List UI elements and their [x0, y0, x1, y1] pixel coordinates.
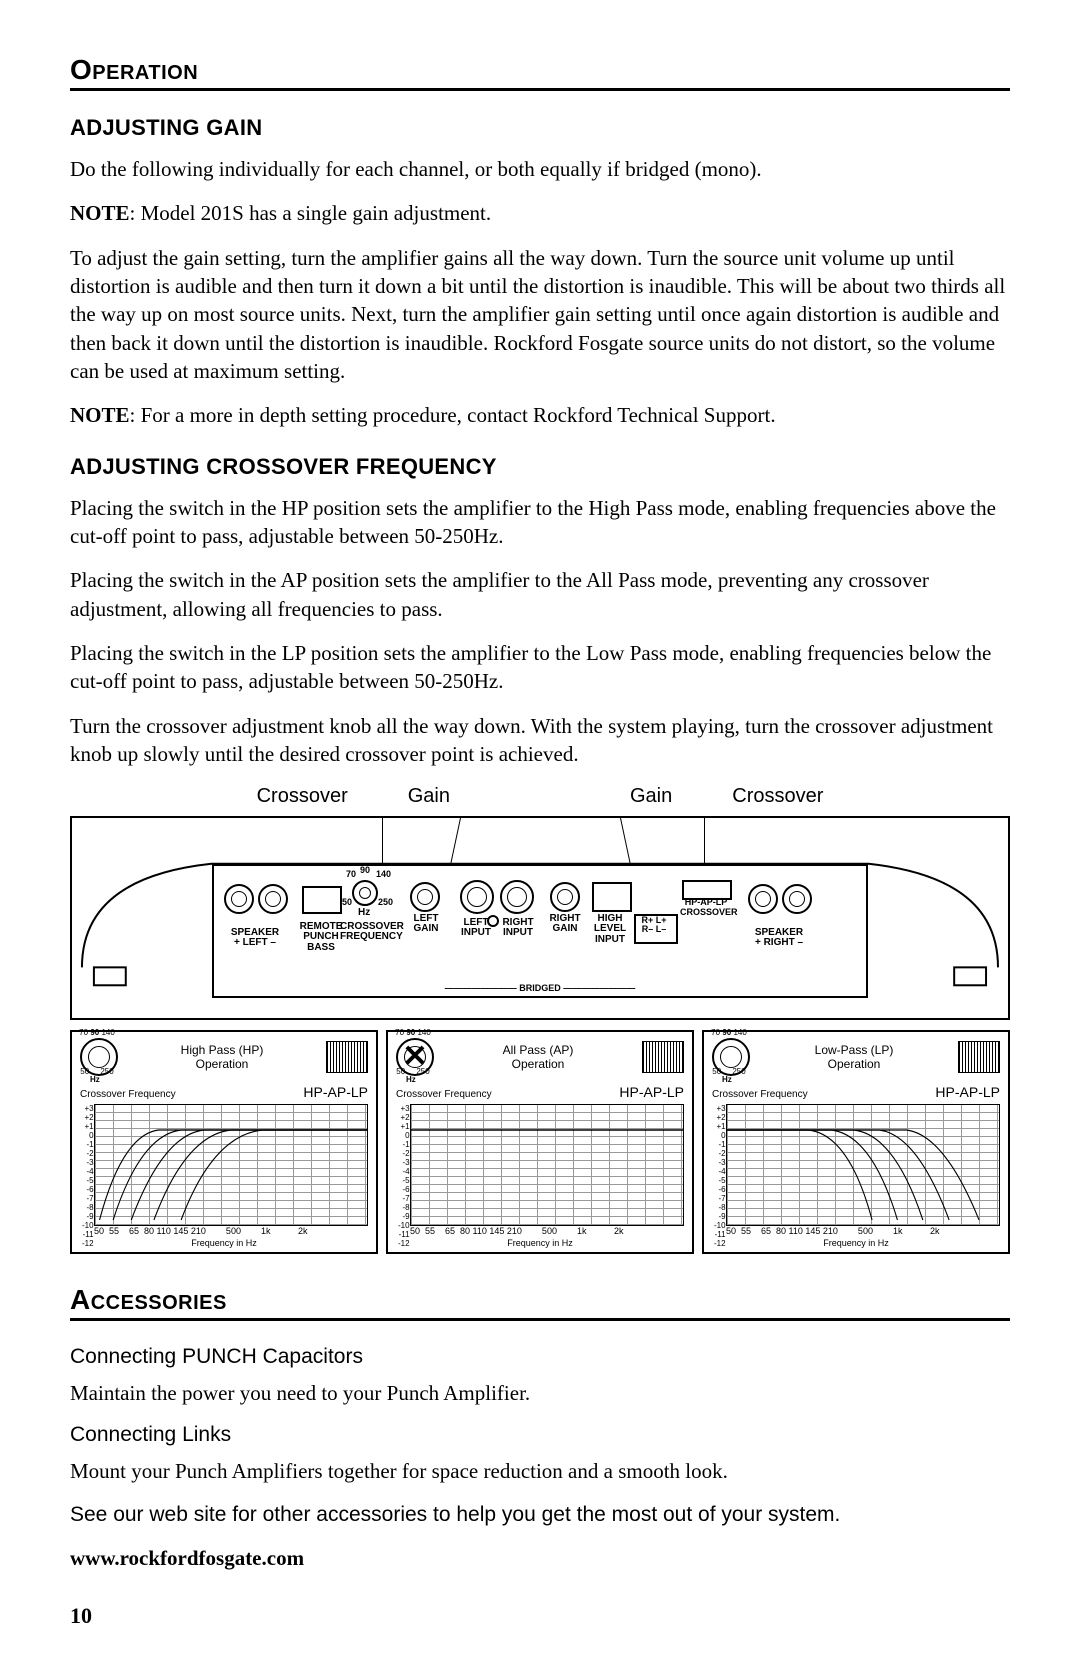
frequency-response-chart: [410, 1104, 684, 1226]
switch-icon: [958, 1041, 1000, 1073]
xover-paragraph-1: Placing the switch in the HP position se…: [70, 494, 1010, 551]
panel-title: All Pass (AP) Operation: [442, 1043, 634, 1071]
diagram-top-labels: Crossover Gain Gain Crossover: [70, 785, 1010, 808]
speaker-right-label: SPEAKER + RIGHT –: [744, 928, 814, 949]
high-level-input-label: HIGH LEVEL INPUT: [588, 914, 632, 946]
gain-note-1: NOTE: Model 201S has a single gain adjus…: [70, 199, 1010, 227]
frequency-response-chart: [726, 1104, 1000, 1226]
accessory-1-text: Maintain the power you need to your Punc…: [70, 1379, 1010, 1407]
chart-y-axis: +3+2+10-1-2-3-4-5-6-7-8-9-10-11-12: [398, 1104, 410, 1226]
frequency-response-chart: [94, 1104, 368, 1226]
label-gain-left: Gain: [408, 785, 450, 808]
xover-paragraph-2: Placing the switch in the AP position se…: [70, 566, 1010, 623]
crossover-frequency-label: Crossover Frequency: [396, 1089, 492, 1100]
label-crossover-right: Crossover: [732, 785, 823, 808]
crossover-frequency-label: Crossover Frequency: [80, 1089, 176, 1100]
crossover-panel-1: 70 90 140 50 250 Hz All Pass (AP) Operat…: [386, 1030, 694, 1254]
dial-90: 90: [360, 866, 370, 875]
dial-140: 140: [376, 870, 391, 879]
amplifier-diagram: Crossover Gain Gain Crossover SPEAKER: [70, 785, 1010, 1254]
website-url: www.rockfordfosgate.com: [70, 1546, 1010, 1571]
rl-terminal-label: R+ L+ R– L–: [636, 916, 672, 935]
speaker-jack-icon: [782, 884, 812, 914]
left-gain-dial-icon: [410, 882, 440, 912]
chart-x-axis-label: Frequency in Hz: [712, 1238, 1000, 1248]
adjusting-gain-heading: ADJUSTING GAIN: [70, 115, 1010, 141]
accessory-1-title: Connecting PUNCH Capacitors: [70, 1345, 1010, 1369]
hp-ap-lp-label: HP-AP-LP: [935, 1084, 1000, 1100]
accessory-2-text: Mount your Punch Amplifiers together for…: [70, 1457, 1010, 1485]
note-text: : For a more in depth setting procedure,…: [130, 403, 776, 427]
crossover-switch-label: CROSSOVER: [680, 908, 732, 917]
chart-x-ticks: 50 55 65 80 110 145 210 500 1k 2k: [94, 1226, 368, 1236]
power-indicator-icon: [486, 914, 500, 928]
remote-punch-bass-port: [302, 886, 342, 914]
dial-50: 50: [342, 898, 352, 907]
right-gain-label: RIGHT GAIN: [544, 914, 586, 935]
gain-paragraph-2: To adjust the gain setting, turn the amp…: [70, 244, 1010, 386]
gain-paragraph-1: Do the following individually for each c…: [70, 155, 1010, 183]
amplifier-chassis: SPEAKER + LEFT – REMOTE PUNCH BASS 70 90…: [70, 816, 1010, 1020]
label-crossover-left: Crossover: [257, 785, 348, 808]
bridged-label: ———————— BRIDGED ————————: [214, 984, 866, 993]
switch-icon: [642, 1041, 684, 1073]
high-level-input-port: [592, 882, 632, 912]
panel-title: Low-Pass (LP) Operation: [758, 1043, 950, 1071]
hz-label: Hz: [358, 908, 370, 919]
chart-x-axis-label: Frequency in Hz: [396, 1238, 684, 1248]
crossover-panel-0: 70 90 140 50 250 Hz High Pass (HP) Opera…: [70, 1030, 378, 1254]
crossover-frequency-label: CROSSOVER FREQUENCY: [340, 922, 400, 943]
hp-ap-lp-label: HP-AP-LP: [619, 1084, 684, 1100]
speaker-jack-icon: [748, 884, 778, 914]
page-number: 10: [70, 1603, 92, 1629]
speaker-left-label: SPEAKER + LEFT –: [220, 928, 290, 949]
xover-paragraph-4: Turn the crossover adjustment knob all t…: [70, 712, 1010, 769]
chart-y-axis: +3+2+10-1-2-3-4-5-6-7-8-9-10-11-12: [82, 1104, 94, 1226]
accessories-footer: See our web site for other accessories t…: [70, 1501, 1010, 1529]
chart-x-ticks: 50 55 65 80 110 145 210 500 1k 2k: [726, 1226, 1000, 1236]
accessory-2-title: Connecting Links: [70, 1423, 1010, 1447]
xover-paragraph-3: Placing the switch in the LP position se…: [70, 639, 1010, 696]
left-input-jack-icon: [460, 880, 494, 914]
switch-icon: [326, 1041, 368, 1073]
remote-punch-bass-label: REMOTE PUNCH BASS: [296, 922, 346, 954]
chart-x-ticks: 50 55 65 80 110 145 210 500 1k 2k: [410, 1226, 684, 1236]
dial-250: 250: [378, 898, 393, 907]
note-label: NOTE: [70, 403, 130, 427]
note-label: NOTE: [70, 201, 130, 225]
chart-y-axis: +3+2+10-1-2-3-4-5-6-7-8-9-10-11-12: [714, 1104, 726, 1226]
crossover-dial-icon: [352, 880, 378, 906]
adjusting-crossover-heading: ADJUSTING CROSSOVER FREQUENCY: [70, 454, 1010, 480]
speaker-jack-icon: [224, 884, 254, 914]
hp-ap-lp-label: HP-AP-LP: [680, 898, 732, 907]
panel-title: High Pass (HP) Operation: [126, 1043, 318, 1071]
amplifier-front-panel: SPEAKER + LEFT – REMOTE PUNCH BASS 70 90…: [212, 864, 868, 998]
left-gain-label: LEFT GAIN: [406, 914, 446, 935]
section-accessories-heading: Accessories: [70, 1284, 1010, 1321]
label-gain-right: Gain: [630, 785, 672, 808]
note-text: : Model 201S has a single gain adjustmen…: [130, 201, 492, 225]
crossover-mode-panels: 70 90 140 50 250 Hz High Pass (HP) Opera…: [70, 1030, 1010, 1254]
hp-ap-lp-label: HP-AP-LP: [303, 1084, 368, 1100]
section-operation-heading: Operation: [70, 54, 1010, 91]
dial-70: 70: [346, 870, 356, 879]
gain-note-2: NOTE: For a more in depth setting proced…: [70, 401, 1010, 429]
right-input-jack-icon: [500, 880, 534, 914]
speaker-jack-icon: [258, 884, 288, 914]
chart-x-axis-label: Frequency in Hz: [80, 1238, 368, 1248]
right-input-label: RIGHT INPUT: [496, 918, 540, 939]
manual-page: Operation ADJUSTING GAIN Do the followin…: [0, 0, 1080, 1669]
right-gain-dial-icon: [550, 882, 580, 912]
crossover-frequency-label: Crossover Frequency: [712, 1089, 808, 1100]
crossover-panel-2: 70 90 140 50 250 Hz Low-Pass (LP) Operat…: [702, 1030, 1010, 1254]
